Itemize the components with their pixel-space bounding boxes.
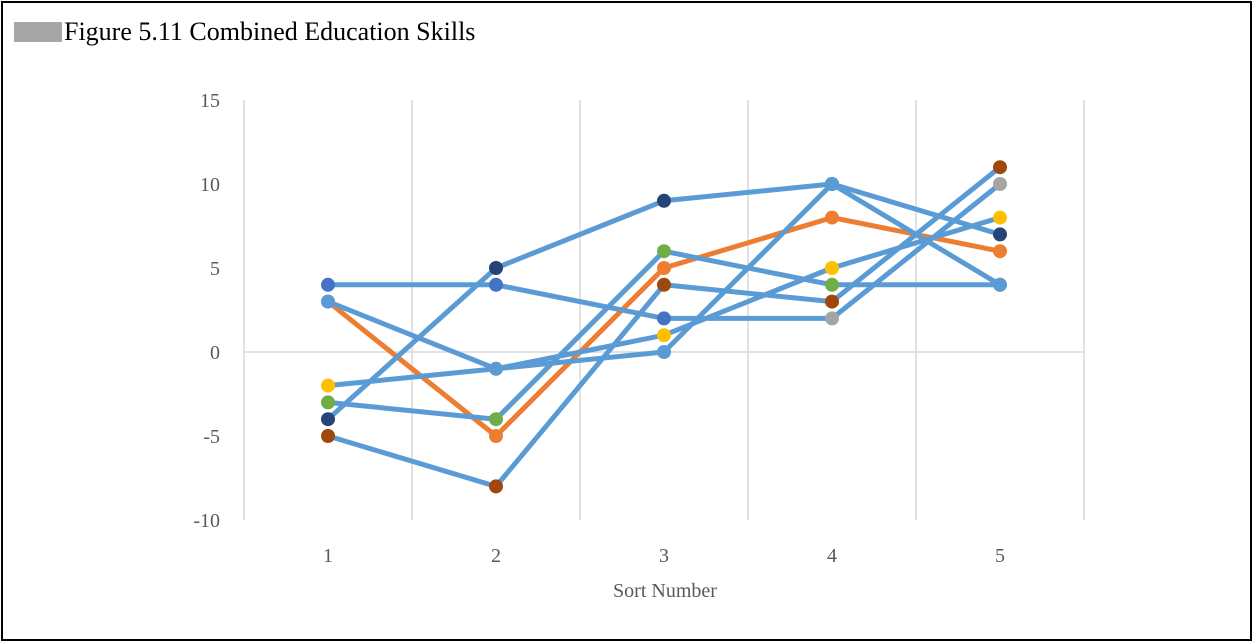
series-6 — [321, 177, 1007, 326]
series-1 — [321, 210, 1007, 443]
data-point — [657, 261, 671, 275]
y-tick-label: 15 — [200, 90, 220, 112]
y-tick-label: -5 — [203, 426, 220, 448]
data-point — [489, 412, 503, 427]
y-tick-label: 10 — [200, 174, 220, 196]
data-point — [321, 412, 335, 427]
data-point — [657, 193, 671, 208]
data-point — [825, 210, 839, 225]
data-point — [993, 244, 1007, 259]
y-axis-ticks: -10 -5 0 5 10 15 — [193, 90, 220, 532]
data-point — [321, 294, 335, 309]
data-point — [489, 261, 503, 275]
series-2 — [321, 210, 1007, 393]
x-axis-label: Sort Number — [613, 580, 717, 602]
chart-series — [321, 160, 1007, 494]
data-point — [321, 429, 335, 443]
data-point — [825, 261, 839, 275]
data-point — [321, 378, 335, 393]
y-tick-label: 5 — [210, 258, 220, 280]
x-tick-label: 5 — [995, 545, 1005, 567]
data-point — [993, 160, 1007, 175]
data-point — [321, 277, 335, 292]
data-point — [489, 277, 503, 292]
y-tick-label: 0 — [210, 342, 220, 364]
caption-text: Figure 5.11 Combined Education Skills — [64, 17, 476, 46]
data-point — [825, 294, 839, 309]
series-4 — [321, 160, 1007, 494]
series-line — [325, 215, 1003, 389]
x-axis-ticks: 1 2 3 4 5 — [323, 545, 1005, 567]
data-point — [489, 429, 503, 443]
x-tick-label: 2 — [491, 545, 501, 567]
y-tick-label: -10 — [193, 510, 220, 532]
data-point — [993, 277, 1007, 292]
caption-swatch — [14, 22, 62, 42]
data-point — [993, 227, 1007, 242]
x-tick-label: 4 — [827, 545, 837, 567]
data-point — [825, 311, 839, 326]
data-point — [489, 361, 503, 376]
series-7 — [321, 177, 1007, 376]
data-point — [489, 479, 503, 494]
data-point — [825, 277, 839, 292]
data-point — [993, 177, 1007, 191]
data-point — [657, 345, 671, 359]
data-point — [321, 395, 335, 410]
data-point — [825, 177, 839, 191]
line-chart: -10 -5 0 5 10 15 1 2 3 4 5 Sort Number — [193, 90, 1085, 602]
series-5 — [321, 177, 1007, 427]
data-point — [657, 328, 671, 343]
data-point — [657, 277, 671, 292]
data-point — [993, 210, 1007, 225]
chart-grid — [243, 100, 1085, 520]
x-tick-label: 1 — [323, 545, 333, 567]
data-point — [657, 311, 671, 326]
data-point — [657, 244, 671, 259]
x-tick-label: 3 — [659, 545, 669, 567]
figure-caption: Figure 5.11 Combined Education Skills — [14, 14, 475, 50]
